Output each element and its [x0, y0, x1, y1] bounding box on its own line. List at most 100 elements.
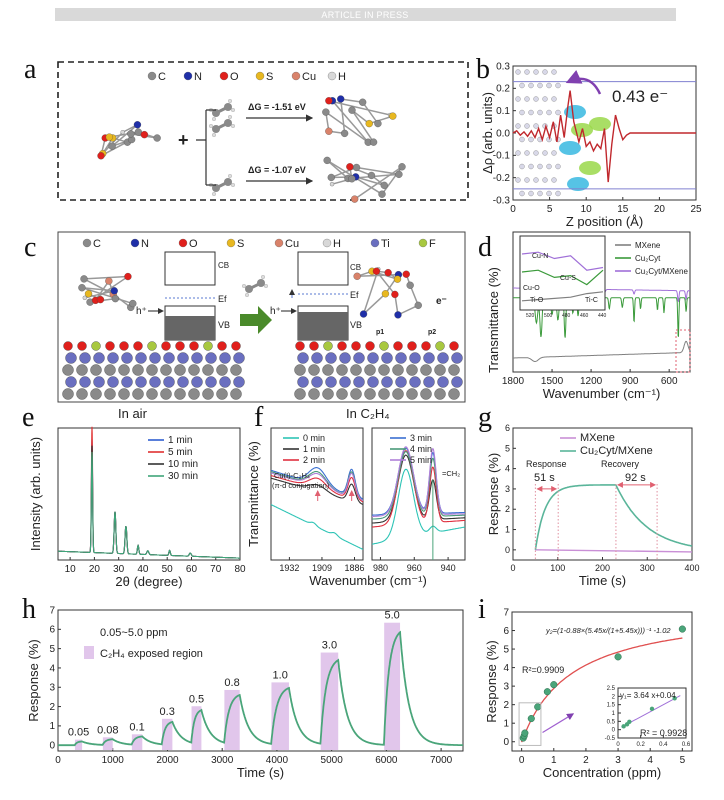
exposure-region — [131, 734, 143, 750]
legend-label: 0 min — [303, 433, 325, 443]
atom-ti — [177, 352, 189, 364]
lattice-atom — [551, 150, 557, 156]
exposure-region — [320, 652, 339, 750]
y-tick-label: 0.2 — [496, 84, 510, 95]
concentration-label: 0.5 — [189, 693, 204, 705]
atom-c — [420, 388, 432, 400]
y-axis-label: Intensity (arb. units) — [28, 437, 43, 551]
lattice-atom — [537, 190, 543, 197]
atom-ti — [191, 352, 203, 364]
atom-c — [359, 98, 367, 106]
molecule-illustrations — [97, 95, 406, 203]
x-tick-label: 1 — [551, 755, 557, 766]
inset-data-point — [621, 724, 626, 729]
atom-c — [369, 138, 378, 146]
x-tick-label: 3000 — [211, 755, 234, 766]
atom-cu — [105, 277, 113, 285]
x-tick-label: 0.2 — [636, 742, 645, 748]
ftir-curve — [270, 477, 364, 506]
atom-c — [378, 388, 390, 400]
plot-frame — [511, 611, 693, 752]
inset-tick-label: 500 — [544, 313, 553, 319]
atom-o-icon — [178, 238, 188, 248]
x-tick-label: 0 — [510, 204, 516, 215]
y-axis-label: Response (%) — [484, 640, 499, 722]
atom-ti — [367, 376, 379, 388]
atom-c — [392, 388, 404, 400]
atom-s — [393, 275, 402, 283]
legend-label: MXene — [580, 432, 615, 444]
ftir-curve — [372, 446, 465, 517]
atom-o — [175, 341, 185, 351]
atom-ti — [65, 376, 77, 388]
inset-peak-label: Cu-N — [532, 253, 548, 260]
bond — [363, 293, 386, 315]
legend-label: 4 min — [410, 444, 432, 454]
lattice-atom — [528, 190, 534, 197]
legend-label: N — [194, 71, 202, 83]
atom-h — [329, 182, 335, 187]
atom-n — [133, 121, 142, 129]
panel-label-g: g — [478, 402, 492, 433]
atom-c — [76, 388, 88, 400]
exposure-region — [102, 737, 113, 750]
atom-n-icon — [183, 71, 193, 81]
legend-label: Cu₂Cyt/MXene — [635, 267, 688, 276]
x-tick-label: 940 — [441, 563, 456, 573]
atom-c — [188, 388, 200, 400]
y-tick-label: 2 — [49, 702, 55, 713]
y-tick-label: 0.1 — [496, 106, 510, 117]
atom-ti — [79, 376, 91, 388]
atom-c — [62, 364, 74, 376]
atom-o — [77, 341, 87, 351]
delta-rho-curve — [512, 90, 696, 183]
atom-ti — [177, 376, 189, 388]
atom-f — [323, 341, 333, 351]
lattice-atom — [542, 96, 548, 102]
atom-o — [295, 341, 305, 351]
atom-c — [374, 119, 382, 128]
atom-c — [90, 388, 102, 400]
lattice-atom — [528, 82, 534, 89]
atom-h — [212, 133, 216, 137]
atom-cu-icon — [274, 238, 284, 248]
atom-o — [407, 341, 417, 351]
chart-e: 10 20 30 40 50 60 70 80 2θ (degree) Intensity (ar… — [28, 426, 246, 589]
composite-response — [534, 484, 693, 550]
lattice-atom — [551, 69, 557, 75]
x-tick-label: 100 — [550, 563, 565, 573]
valence-band-fill — [165, 316, 215, 340]
atom-h — [231, 183, 235, 187]
y-tick-label: 7 — [49, 605, 55, 616]
charts: 0 5 10 15 20 25-0.3-0.2-0.10.00.10.20.3Z posi… — [26, 61, 702, 780]
delta-g-2: ΔG = -1.07 eV — [248, 165, 306, 175]
atom-ti — [93, 352, 105, 364]
lattice-atom — [555, 109, 561, 116]
atom-f — [147, 341, 157, 351]
atom-c — [118, 388, 130, 400]
atom-o — [402, 270, 410, 278]
panel-label-e: e — [22, 402, 34, 433]
atom-c — [448, 388, 460, 400]
lattice-atom — [524, 123, 530, 129]
recovery-time: 92 s — [625, 472, 646, 484]
atom-c — [327, 173, 335, 182]
concentration-label: 0.05 — [68, 727, 89, 739]
lattice-atom — [515, 69, 521, 75]
atom-c — [188, 364, 200, 376]
atom-c — [216, 388, 228, 400]
green-arrow — [240, 306, 272, 334]
atom-c — [245, 285, 253, 293]
atom-ti — [205, 376, 217, 388]
x-tick-label: 1909 — [312, 563, 332, 573]
inset-curve — [521, 269, 604, 286]
lattice-atom — [542, 150, 548, 156]
atom-n — [337, 95, 345, 103]
bond — [375, 270, 396, 295]
bond — [81, 286, 115, 292]
x-tick-label: 5 — [547, 204, 553, 215]
x-tick-label: 0.6 — [682, 742, 691, 748]
atom-ti — [395, 352, 407, 364]
